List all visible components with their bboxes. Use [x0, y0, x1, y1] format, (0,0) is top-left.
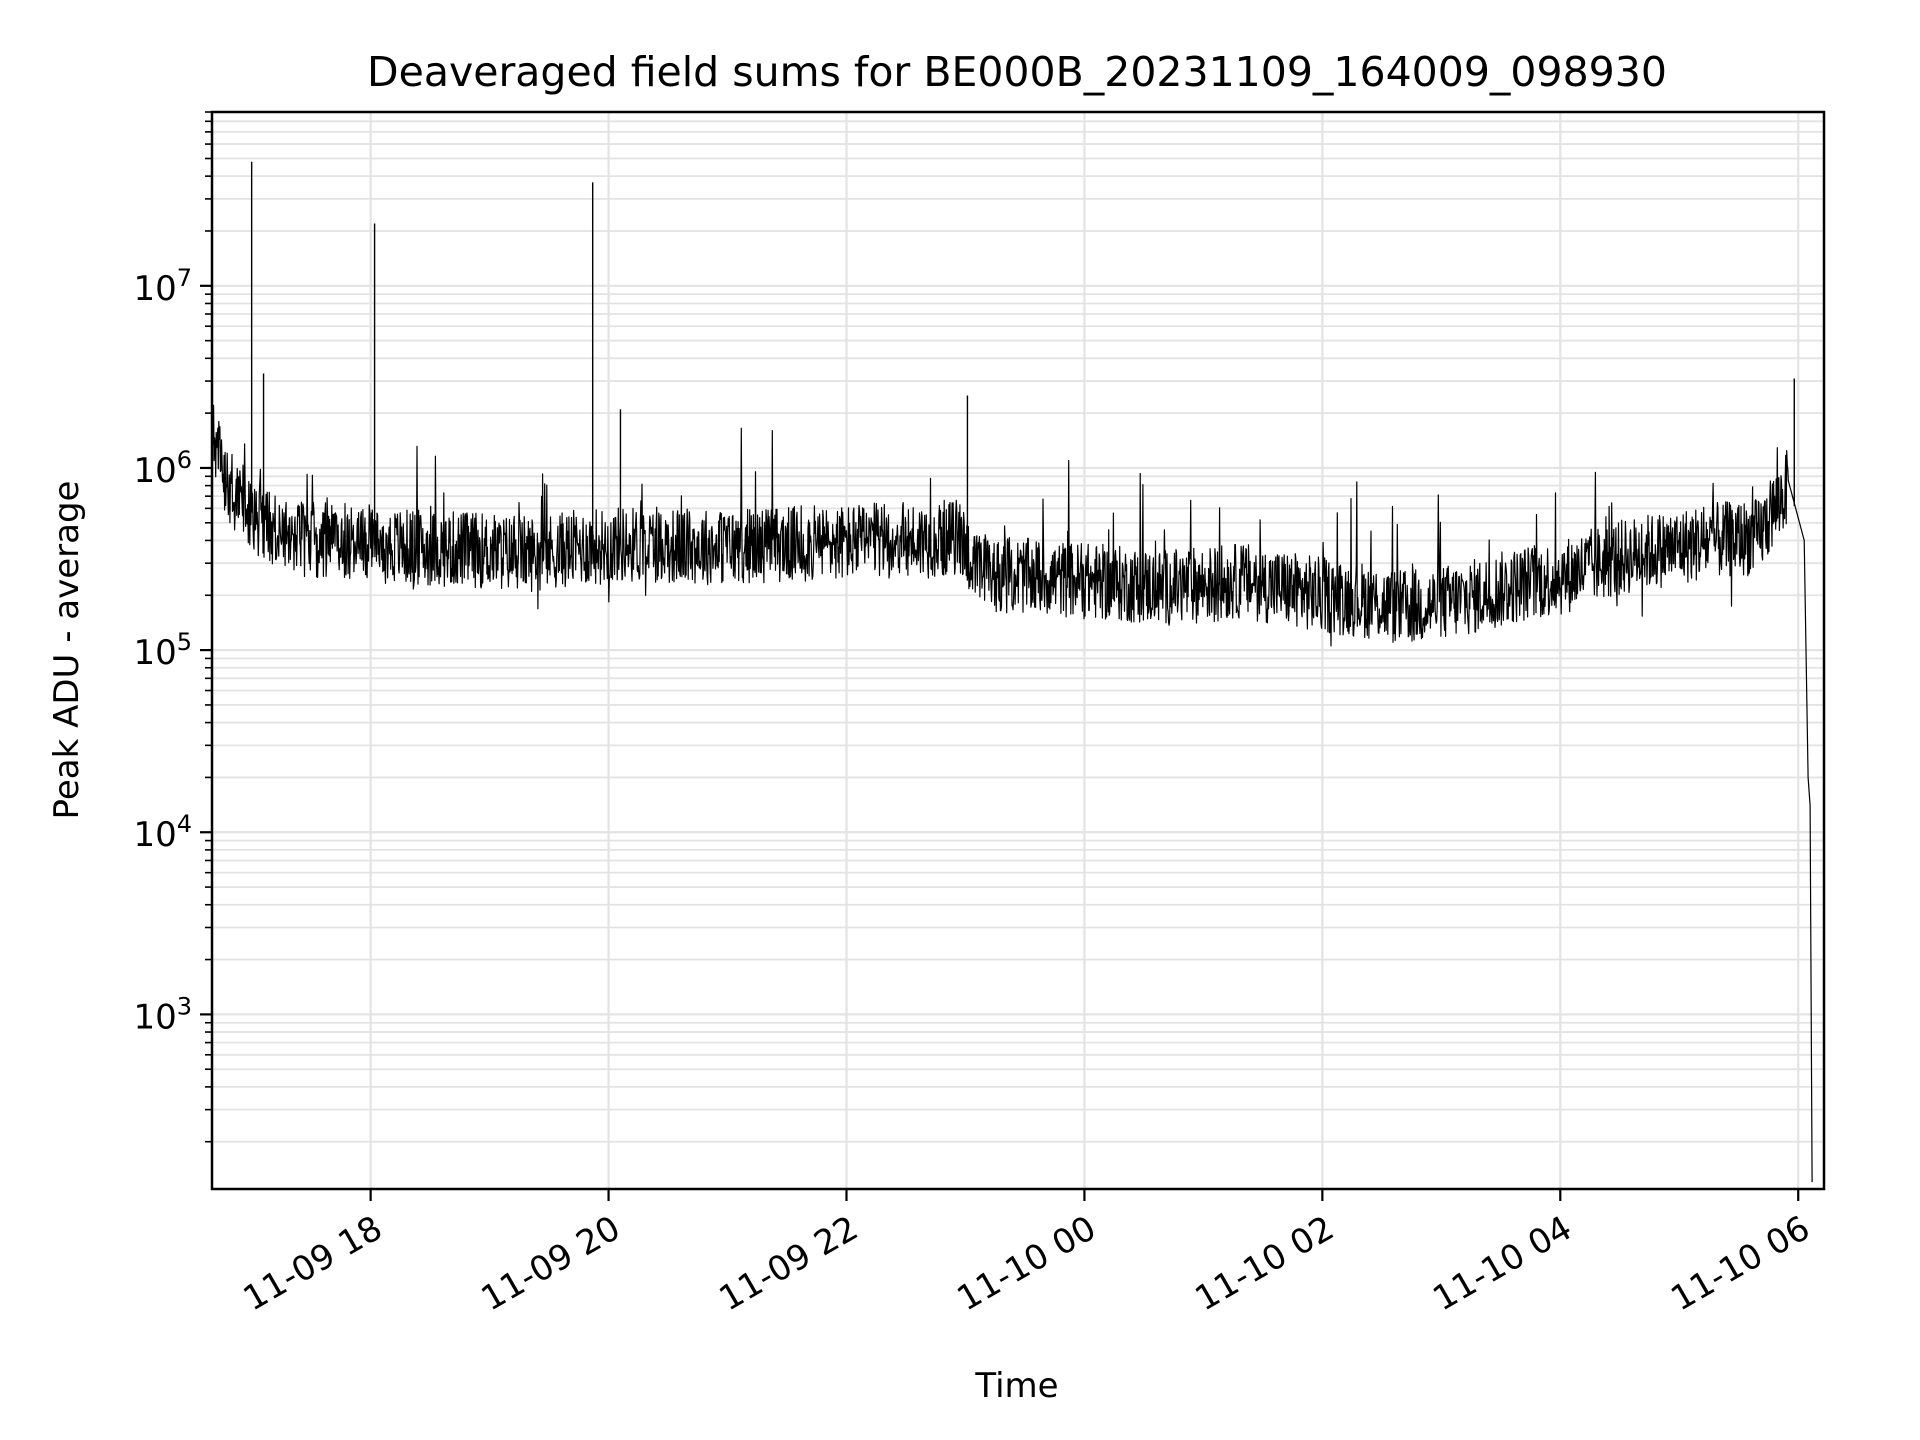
grid — [212, 111, 1824, 1189]
x-tick-label: 11-10 06 — [1664, 1208, 1816, 1319]
x-tick-label: 11-09 18 — [237, 1208, 389, 1319]
y-tick-label: 107 — [133, 264, 192, 309]
plot-area — [211, 161, 1813, 1183]
y-tick-label: 106 — [133, 446, 192, 491]
y-axis: 103 104 105 106 107 — [133, 111, 212, 1143]
x-tick-label: 11-10 00 — [951, 1208, 1103, 1319]
series-line — [211, 404, 1813, 1183]
x-axis: 11-09 18 11-09 20 11-09 22 11-10 00 11-10 02… — [237, 1189, 1817, 1319]
y-tick-label: 104 — [133, 810, 192, 855]
x-tick-label: 11-09 22 — [713, 1208, 865, 1319]
y-tick-label: 103 — [133, 992, 192, 1037]
x-tick-label: 11-10 04 — [1426, 1208, 1578, 1319]
y-axis-title: Peak ADU - average — [47, 481, 87, 820]
y-tick-label: 105 — [133, 628, 192, 673]
x-tick-label: 11-09 20 — [475, 1208, 627, 1319]
chart-title: Deaveraged field sums for BE000B_2023110… — [367, 48, 1667, 96]
x-tick-label: 11-10 02 — [1188, 1208, 1340, 1319]
x-axis-title: Time — [974, 1366, 1058, 1406]
